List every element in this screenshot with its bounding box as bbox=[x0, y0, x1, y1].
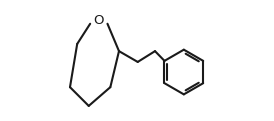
Text: O: O bbox=[93, 14, 104, 27]
